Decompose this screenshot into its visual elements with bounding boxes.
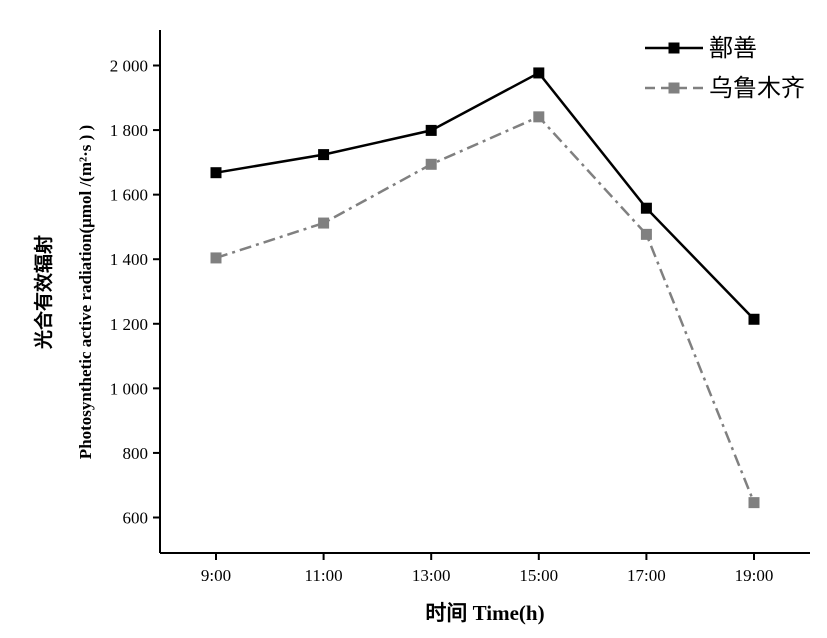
y-tick-label: 1 800 xyxy=(110,121,148,140)
plot-frame xyxy=(159,30,810,554)
data-point xyxy=(748,497,760,509)
y-tick-label: 1 600 xyxy=(110,186,148,205)
y-tick-label: 2 000 xyxy=(110,57,148,76)
y-axis-title-cn: 光合有效辐射 xyxy=(32,235,55,350)
series-layer xyxy=(210,67,760,509)
legend-label: 鄯善 xyxy=(709,34,757,62)
data-point xyxy=(210,252,222,264)
y-tick-label: 600 xyxy=(123,508,149,527)
data-point xyxy=(425,124,437,136)
legend-marker xyxy=(668,82,680,94)
x-tick-label: 19:00 xyxy=(735,566,774,585)
series-line-1 xyxy=(215,115,756,504)
data-point xyxy=(640,228,652,240)
legend-marker xyxy=(668,42,680,54)
y-tick-label: 1 200 xyxy=(110,315,148,334)
y-axis-title: 光合有效辐射 Photosynthetic active radiation(μ… xyxy=(32,125,95,459)
data-point xyxy=(533,67,545,79)
x-tick-label: 17:00 xyxy=(627,566,666,585)
series-line-0 xyxy=(215,71,755,321)
data-point xyxy=(318,149,330,161)
x-tick-label: 15:00 xyxy=(519,566,558,585)
y-tick-label: 1 400 xyxy=(110,250,148,269)
legend-label: 乌鲁木齐 xyxy=(709,74,805,102)
y-ticks: 600 800 1 000 1 200 1 400 1 600 1 800 2 000 xyxy=(110,57,160,527)
x-axis-title: 时间 Time(h) xyxy=(425,601,544,625)
y-tick-label: 1 000 xyxy=(110,379,148,398)
x-ticks: 9:00 11:00 13:00 15:00 17:00 19:00 xyxy=(201,553,773,585)
data-point xyxy=(748,313,760,325)
x-tick-label: 13:00 xyxy=(412,566,451,585)
y-axis-title-en: Photosynthetic active radiation(μmol /(m… xyxy=(76,125,95,459)
y-tick-label: 800 xyxy=(123,444,149,463)
data-point xyxy=(533,111,545,123)
data-point xyxy=(210,167,222,179)
data-point xyxy=(425,158,437,170)
data-point xyxy=(318,217,330,229)
x-tick-label: 11:00 xyxy=(305,566,343,585)
x-tick-label: 9:00 xyxy=(201,566,231,585)
data-point xyxy=(640,202,652,214)
